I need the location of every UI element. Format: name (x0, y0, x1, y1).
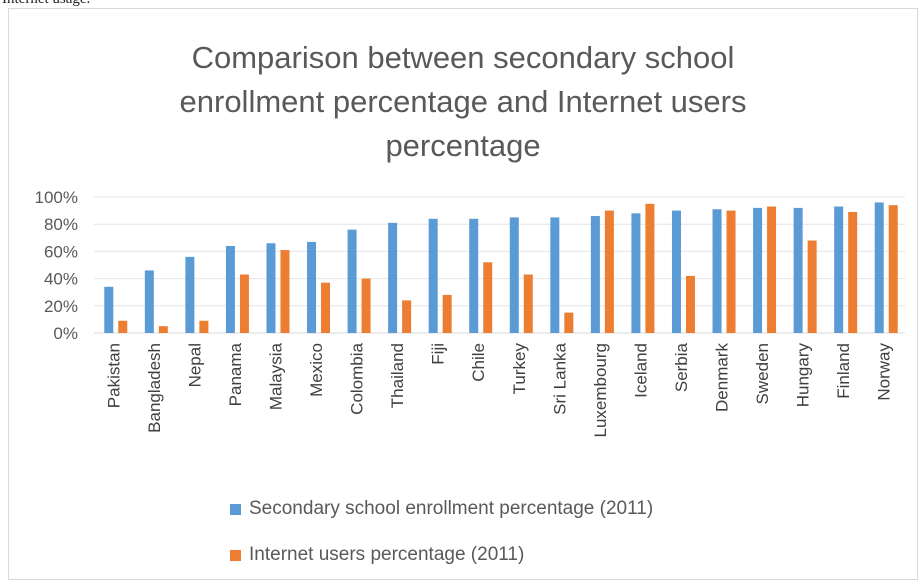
legend-item-enrollment: Secondary school enrollment percentage (… (230, 494, 653, 524)
bar-internet (807, 240, 817, 333)
bar-enrollment (631, 213, 641, 333)
chart-title-line-2: enrollment percentage and Internet users (179, 84, 747, 119)
bar-enrollment (428, 218, 438, 333)
bar-enrollment (712, 209, 722, 333)
bar-enrollment (793, 207, 803, 333)
bar-enrollment (753, 207, 763, 333)
bar-internet (685, 275, 695, 333)
x-category-label: Panama (226, 342, 245, 406)
chart-title-line-1: Comparison between secondary school (191, 40, 735, 75)
bar-enrollment (347, 229, 357, 333)
bar-internet (361, 278, 371, 333)
x-category-label: Nepal (185, 343, 204, 387)
bar-enrollment (185, 256, 195, 333)
page-caption: Internet usage. (2, 0, 90, 8)
bar-enrollment (307, 241, 317, 333)
bar-internet (523, 274, 533, 333)
y-tick-label: 80% (44, 215, 78, 234)
x-category-label: Malaysia (266, 342, 285, 410)
bar-internet (280, 250, 290, 333)
bar-enrollment (874, 202, 884, 333)
x-category-label: Iceland (631, 343, 650, 398)
bar-internet (604, 210, 614, 333)
bar-internet (767, 206, 777, 333)
x-category-label: Chile (469, 343, 488, 382)
y-tick-label: 100% (35, 188, 78, 207)
bar-enrollment (144, 270, 154, 333)
legend-label-enrollment: Secondary school enrollment percentage (… (249, 498, 654, 519)
bar-internet (321, 282, 331, 333)
x-category-label: Luxembourg (591, 343, 610, 438)
bar-internet (726, 210, 736, 333)
x-category-label: Denmark (713, 343, 732, 412)
x-category-label: Pakistan (104, 343, 123, 408)
chart-title: Comparison between secondary school enro… (8, 36, 918, 168)
x-category-label: Sweden (753, 343, 772, 404)
y-tick-label: 0% (53, 324, 78, 343)
x-category-label: Mexico (307, 343, 326, 397)
x-category-label: Hungary (794, 343, 813, 408)
bar-enrollment (590, 216, 600, 333)
bar-enrollment (671, 210, 681, 333)
bar-internet (645, 203, 655, 333)
bar-internet (402, 300, 412, 333)
bar-internet (199, 320, 209, 333)
chart-frame (8, 8, 918, 580)
bar-internet (118, 320, 128, 333)
bar-internet (239, 274, 249, 333)
legend-item-internet: Internet users percentage (2011) (230, 540, 653, 570)
x-category-label: Thailand (388, 343, 407, 408)
bar-internet (564, 312, 574, 333)
x-category-label: Norway (875, 343, 894, 401)
bar-internet (848, 211, 858, 333)
y-tick-label: 40% (44, 270, 78, 289)
bar-internet (158, 326, 168, 333)
bar-enrollment (225, 245, 235, 333)
x-category-label: Serbia (672, 342, 691, 392)
legend-swatch-internet (230, 549, 241, 561)
x-category-label: Colombia (348, 342, 367, 414)
bar-enrollment (266, 243, 276, 333)
bar-internet (442, 294, 452, 333)
legend-label-internet: Internet users percentage (2011) (249, 544, 525, 565)
bar-enrollment (469, 218, 479, 333)
bar-enrollment (550, 217, 560, 333)
bar-internet (888, 205, 898, 333)
bar-enrollment (834, 206, 844, 333)
bar-enrollment (104, 286, 114, 333)
legend-swatch-enrollment (230, 503, 241, 515)
y-tick-label: 60% (44, 242, 78, 261)
chart-legend: Secondary school enrollment percentage (… (230, 494, 653, 586)
y-tick-label: 20% (44, 297, 78, 316)
chart-title-line-3: percentage (385, 128, 541, 163)
bar-internet (483, 262, 493, 333)
x-category-label: Fiji (429, 343, 448, 365)
bar-enrollment (509, 217, 519, 333)
x-category-label: Turkey (510, 343, 529, 395)
x-category-label: Sri Lanka (550, 342, 569, 414)
x-category-label: Bangladesh (145, 343, 164, 433)
bar-enrollment (388, 222, 398, 333)
x-category-label: Finland (834, 343, 853, 399)
